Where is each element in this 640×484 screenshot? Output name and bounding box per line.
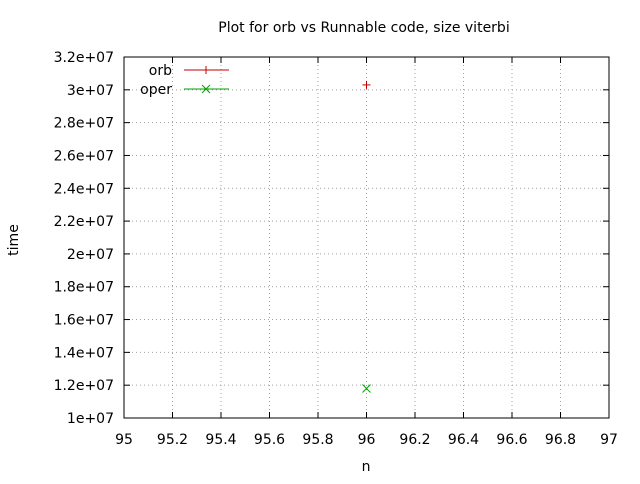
legend-marker: [202, 66, 210, 74]
data-points: [362, 80, 371, 393]
legend: orb oper: [140, 63, 229, 98]
y-tick-label: 2e+07: [67, 247, 114, 263]
y-tick-label: 1.8e+07: [54, 280, 114, 296]
y-tick-label: 1.4e+07: [54, 345, 114, 361]
y-tick-label: 2.2e+07: [54, 214, 114, 230]
chart-title: Plot for orb vs Runnable code, size vite…: [218, 20, 509, 36]
x-tick-label: 95: [115, 432, 133, 448]
data-point-orb: [362, 80, 371, 89]
y-tick-label: 1e+07: [67, 411, 114, 427]
x-tick-label: 95.4: [205, 432, 236, 448]
x-tick-label: 95.2: [157, 432, 188, 448]
x-tick-label: 96.6: [496, 432, 527, 448]
y-tick-label: 2.4e+07: [54, 181, 114, 197]
y-axis-label: time: [6, 224, 22, 256]
y-tick-label: 2.8e+07: [54, 116, 114, 132]
y-tick-label: 1.6e+07: [54, 313, 114, 329]
legend-item-oper: oper: [140, 82, 229, 98]
tick-marks: [123, 56, 610, 419]
x-tick-label: 96: [358, 432, 376, 448]
y-tick-label: 3.2e+07: [54, 50, 114, 66]
legend-marker: [201, 84, 211, 94]
y-tick-label: 1.2e+07: [54, 378, 114, 394]
x-tick-label: 96.8: [545, 432, 576, 448]
x-tick-label: 96.2: [399, 432, 430, 448]
legend-item-orb: orb: [149, 63, 229, 79]
legend-label: orb: [149, 63, 172, 79]
x-tick-label: 97: [600, 432, 618, 448]
y-tick-labels: 1e+07 1.2e+07 1.4e+07 1.6e+07 1.8e+07 2e+07 2.…: [54, 50, 114, 427]
data-point-oper: [362, 384, 371, 393]
x-tick-label: 95.8: [302, 432, 333, 448]
y-tick-label: 2.6e+07: [54, 148, 114, 164]
legend-label: oper: [140, 82, 172, 98]
x-tick-label: 96.4: [448, 432, 479, 448]
x-tick-label: 95.6: [254, 432, 285, 448]
x-axis-label: n: [362, 459, 371, 475]
grid-lines: [124, 57, 609, 418]
y-tick-label: 3e+07: [67, 83, 114, 99]
x-tick-labels: 95 95.2 95.4 95.6 95.8 96 96.2 96.4 96.6 96.8 97: [115, 432, 618, 448]
